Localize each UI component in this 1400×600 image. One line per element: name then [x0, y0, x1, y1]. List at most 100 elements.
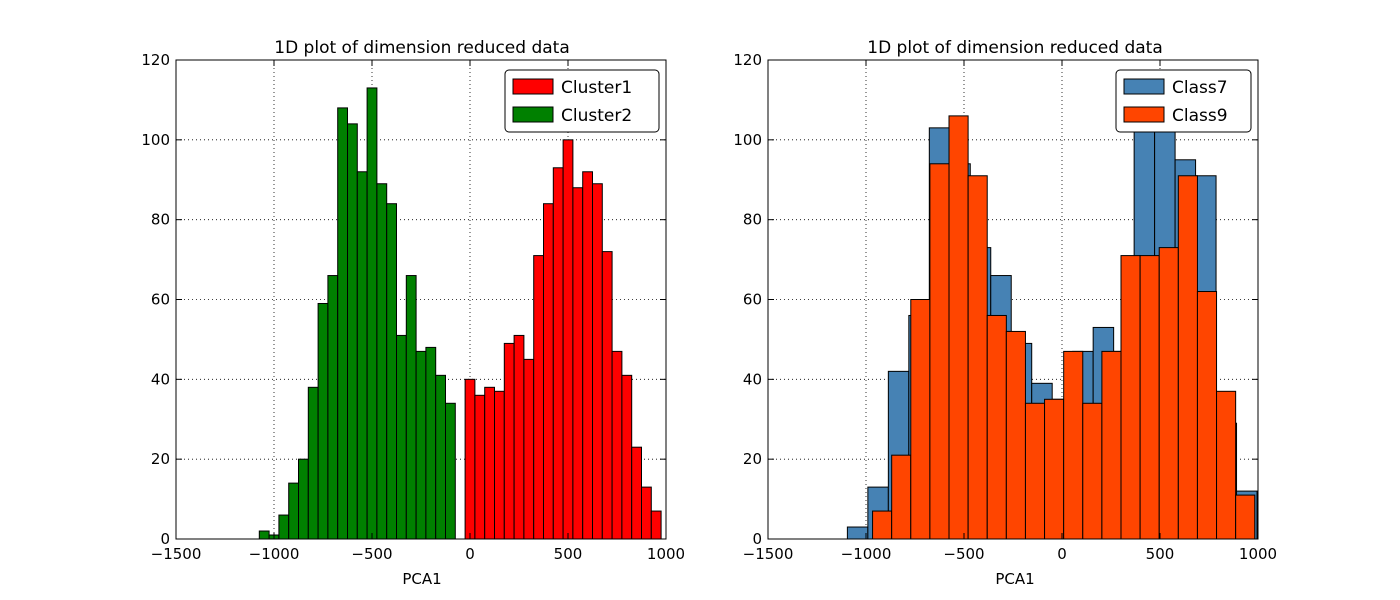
right-plot-area: −1500 −1000 −500 0 500 1000 0 20 40 60 80 100 120 — [733, 51, 1277, 563]
right-x-tick-label: −1500 — [743, 545, 794, 563]
right-histogram-bar — [910, 299, 931, 540]
left-histogram-bar — [435, 374, 447, 540]
right-histogram-bar — [1158, 247, 1179, 540]
right-chart-title: 1D plot of dimension reduced data — [867, 38, 1162, 58]
right-y-tick-label: 0 — [752, 530, 762, 548]
right-y-tick-label: 40 — [743, 370, 762, 388]
right-histogram-bar — [929, 163, 950, 540]
left-histogram-bar — [552, 167, 564, 540]
right-legend-swatch-class9 — [1123, 106, 1165, 123]
right-chart-legend: Class7 Class9 — [1115, 69, 1252, 133]
left-histogram-bar — [376, 183, 388, 540]
left-histogram-bar — [396, 334, 407, 540]
right-chart-panel: 1D plot of dimension reduced data PCA1 −… — [733, 38, 1277, 588]
right-y-tick-label: 80 — [743, 211, 762, 229]
left-histogram-bar — [464, 378, 476, 540]
left-y-tick-label: 120 — [141, 51, 170, 69]
left-histogram-bar — [592, 183, 603, 540]
right-x-tick-label: 500 — [1146, 545, 1175, 563]
left-histogram-bar — [523, 358, 535, 540]
left-histogram-bar — [298, 458, 309, 540]
left-x-tick-label: −1500 — [151, 545, 202, 563]
left-histogram-bar — [405, 275, 417, 540]
left-histogram-bar — [425, 346, 437, 540]
right-histogram-bar — [1177, 175, 1198, 540]
right-x-tick-label: 1000 — [1239, 545, 1277, 563]
left-y-tick-label: 0 — [160, 530, 170, 548]
right-legend-swatch-class7 — [1123, 78, 1165, 95]
left-x-tick-label: 500 — [554, 545, 583, 563]
left-chart-legend: Cluster1 Cluster2 — [504, 69, 660, 133]
left-histogram-bar — [445, 402, 456, 540]
right-histogram-bar — [1024, 402, 1046, 540]
right-chart-xlabel: PCA1 — [995, 570, 1034, 588]
left-histogram-bar — [621, 374, 633, 540]
right-histogram-bar — [1120, 255, 1141, 540]
left-histogram-bar — [356, 171, 368, 540]
right-legend-label-class9: Class9 — [1172, 106, 1228, 126]
right-histogram-bar — [1196, 291, 1218, 540]
right-legend-label-class7: Class7 — [1172, 78, 1228, 98]
left-x-tick-label: −1000 — [249, 545, 300, 563]
left-histogram-bar — [513, 334, 525, 540]
left-y-tick-label: 60 — [151, 291, 170, 309]
left-chart-panel: 1D plot of dimension reduced data PCA1 −… — [141, 38, 685, 588]
right-histogram-bar — [1044, 398, 1065, 540]
left-histogram-bar — [278, 514, 290, 540]
left-histogram-bar — [347, 123, 358, 540]
left-x-tick-label: −500 — [351, 545, 392, 563]
right-y-tick-label: 120 — [733, 51, 762, 69]
left-histogram-bar — [533, 255, 545, 540]
right-histogram-bar — [1235, 494, 1256, 540]
left-y-tick-label: 40 — [151, 370, 170, 388]
right-histogram-bar — [967, 175, 988, 540]
right-y-tick-label: 100 — [733, 131, 762, 149]
left-histogram-bar — [288, 482, 300, 540]
right-histogram-bar — [1082, 402, 1103, 540]
left-plot-area: −1500 −1000 −500 0 500 1000 0 20 40 60 80 100 120 — [141, 51, 685, 563]
right-histogram-bar — [1216, 390, 1237, 540]
right-histogram-bar — [872, 510, 893, 540]
left-histogram-bar — [484, 386, 496, 540]
right-histogram-bar — [948, 115, 969, 540]
right-histogram-bar — [891, 454, 912, 540]
left-histogram-bar — [307, 386, 319, 540]
left-histogram-bar — [601, 251, 613, 540]
right-histogram-bar — [846, 526, 869, 540]
right-x-tick-label: 0 — [1057, 545, 1067, 563]
left-histogram-bar — [562, 139, 574, 540]
right-histogram-bar — [1101, 350, 1122, 540]
left-legend-swatch-cluster1 — [512, 78, 554, 95]
left-x-tick-label: 1000 — [647, 545, 685, 563]
left-y-tick-label: 80 — [151, 211, 170, 229]
left-histogram-bar — [641, 486, 652, 540]
left-legend-label-cluster1: Cluster1 — [561, 78, 632, 98]
left-histogram-bar — [327, 275, 339, 540]
left-histogram-bar — [258, 530, 270, 540]
left-histogram-bar — [543, 203, 554, 540]
right-x-tick-label: −1000 — [841, 545, 892, 563]
left-histogram-bar — [317, 302, 329, 540]
left-histogram-bar — [631, 446, 643, 540]
left-histogram-bar — [611, 350, 623, 540]
left-y-tick-label: 100 — [141, 131, 170, 149]
left-histogram-bar — [386, 203, 398, 540]
left-histogram-bar — [503, 342, 515, 540]
left-histogram-bar — [650, 510, 662, 540]
left-legend-swatch-cluster2 — [512, 106, 554, 123]
left-chart-xlabel: PCA1 — [402, 570, 441, 588]
left-histogram-bar — [337, 107, 349, 540]
left-y-tick-label: 20 — [151, 450, 170, 468]
right-y-tick-label: 20 — [743, 450, 762, 468]
left-histogram-bar — [415, 350, 427, 540]
right-histogram-bar — [986, 314, 1007, 540]
right-y-tick-label: 60 — [743, 291, 762, 309]
right-histogram-bar — [1005, 330, 1026, 540]
right-histogram-bar — [1139, 255, 1160, 540]
left-histogram-bar — [366, 87, 378, 540]
right-histogram-bar — [1063, 350, 1084, 540]
left-chart-title: 1D plot of dimension reduced data — [274, 38, 569, 58]
right-x-tick-label: −500 — [943, 545, 984, 563]
left-legend-label-cluster2: Cluster2 — [561, 106, 632, 126]
